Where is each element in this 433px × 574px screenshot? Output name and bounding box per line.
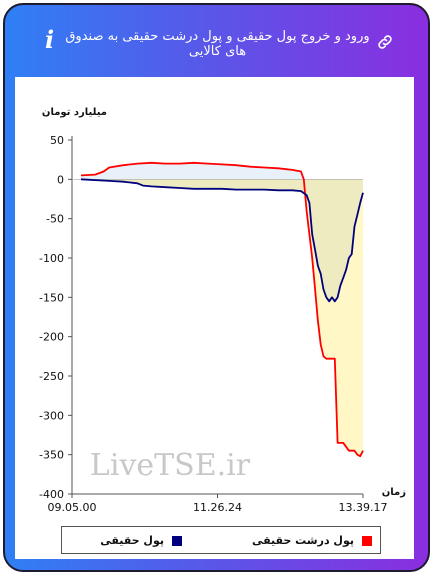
chart-panel: 50 0 -50 -100 -150 -200 -250 -300 -350 -400 09.05.… xyxy=(15,77,414,559)
y-axis-label: میلیارد تومان xyxy=(42,107,107,118)
y-tick-label: -50 xyxy=(46,213,64,226)
y-tick-label: -150 xyxy=(39,291,64,304)
x-tick-label: 13.39.17 xyxy=(339,501,388,514)
y-tick-label: -100 xyxy=(39,252,64,265)
y-tick-label: -350 xyxy=(39,449,64,462)
chart-title: ورود و خروج پول حقیقی و پول درشت حقیقی ب… xyxy=(65,29,370,59)
chart-card: i ورود و خروج پول حقیقی و پول درشت حقیقی… xyxy=(3,3,430,572)
x-tick-label: 11.26.24 xyxy=(193,501,242,514)
series-line-big xyxy=(80,161,364,458)
y-tick-label: -200 xyxy=(39,331,64,344)
watermark: LiveTSE.ir xyxy=(90,448,251,483)
y-tick-label: -250 xyxy=(39,370,64,383)
y-tick-label: 0 xyxy=(57,173,64,186)
area-real-negative xyxy=(81,179,363,302)
legend-label-big: پول درشت حقیقی xyxy=(251,534,354,547)
x-axis-label: زمان xyxy=(382,487,406,498)
y-tick-label: -300 xyxy=(39,409,64,422)
chart-legend: پول حقیقی پول درشت حقیقی xyxy=(61,526,381,554)
y-tick-label: 50 xyxy=(50,134,64,147)
link-icon[interactable] xyxy=(376,33,394,51)
legend-item-big: پول درشت حقیقی xyxy=(212,532,372,548)
legend-swatch-big xyxy=(362,536,372,546)
legend-swatch-real xyxy=(172,536,182,546)
legend-item-real: پول حقیقی xyxy=(72,532,182,548)
card-header: i ورود و خروج پول حقیقی و پول درشت حقیقی… xyxy=(5,5,428,77)
area-big-positive xyxy=(81,162,363,180)
y-tick-label: -400 xyxy=(39,488,64,501)
x-tick-label: 09.05.00 xyxy=(48,501,97,514)
info-icon[interactable]: i xyxy=(45,25,55,54)
series-line-real xyxy=(80,178,364,303)
legend-label-real: پول حقیقی xyxy=(100,534,164,547)
line-chart: 50 0 -50 -100 -150 -200 -250 -300 -350 -40009.05.… xyxy=(39,107,406,514)
